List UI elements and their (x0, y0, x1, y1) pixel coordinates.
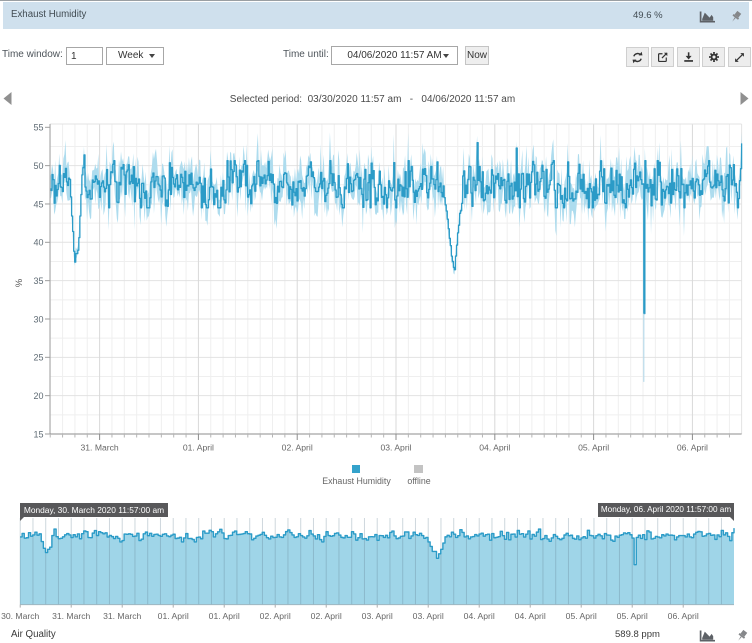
svg-text:03. April: 03. April (380, 443, 411, 453)
svg-text:55: 55 (33, 123, 43, 133)
svg-text:30. March: 30. March (1, 611, 39, 621)
svg-text:31. March: 31. March (81, 443, 119, 453)
svg-text:20: 20 (33, 391, 43, 401)
svg-text:05. April: 05. April (566, 611, 597, 621)
svg-text:05. April: 05. April (617, 611, 648, 621)
svg-text:05. April: 05. April (578, 443, 609, 453)
svg-text:06. April: 06. April (668, 611, 699, 621)
svg-text:01. April: 01. April (158, 611, 189, 621)
svg-text:03. April: 03. April (413, 611, 444, 621)
svg-text:04. April: 04. April (464, 611, 495, 621)
svg-text:15: 15 (33, 429, 43, 439)
svg-text:01. April: 01. April (183, 443, 214, 453)
svg-text:40: 40 (33, 238, 43, 248)
svg-text:06. April: 06. April (677, 443, 708, 453)
svg-text:02. April: 02. April (311, 611, 342, 621)
svg-text:50: 50 (33, 161, 43, 171)
svg-text:30: 30 (33, 314, 43, 324)
svg-text:45: 45 (33, 199, 43, 209)
svg-text:02. April: 02. April (282, 443, 313, 453)
svg-text:25: 25 (33, 353, 43, 363)
svg-text:02. April: 02. April (260, 611, 291, 621)
svg-text:31. March: 31. March (103, 611, 141, 621)
svg-text:35: 35 (33, 276, 43, 286)
svg-text:31. March: 31. March (52, 611, 90, 621)
svg-text:03. April: 03. April (362, 611, 393, 621)
svg-text:01. April: 01. April (209, 611, 240, 621)
svg-text:04. April: 04. April (479, 443, 510, 453)
svg-text:%: % (14, 278, 25, 287)
svg-text:04. April: 04. April (515, 611, 546, 621)
